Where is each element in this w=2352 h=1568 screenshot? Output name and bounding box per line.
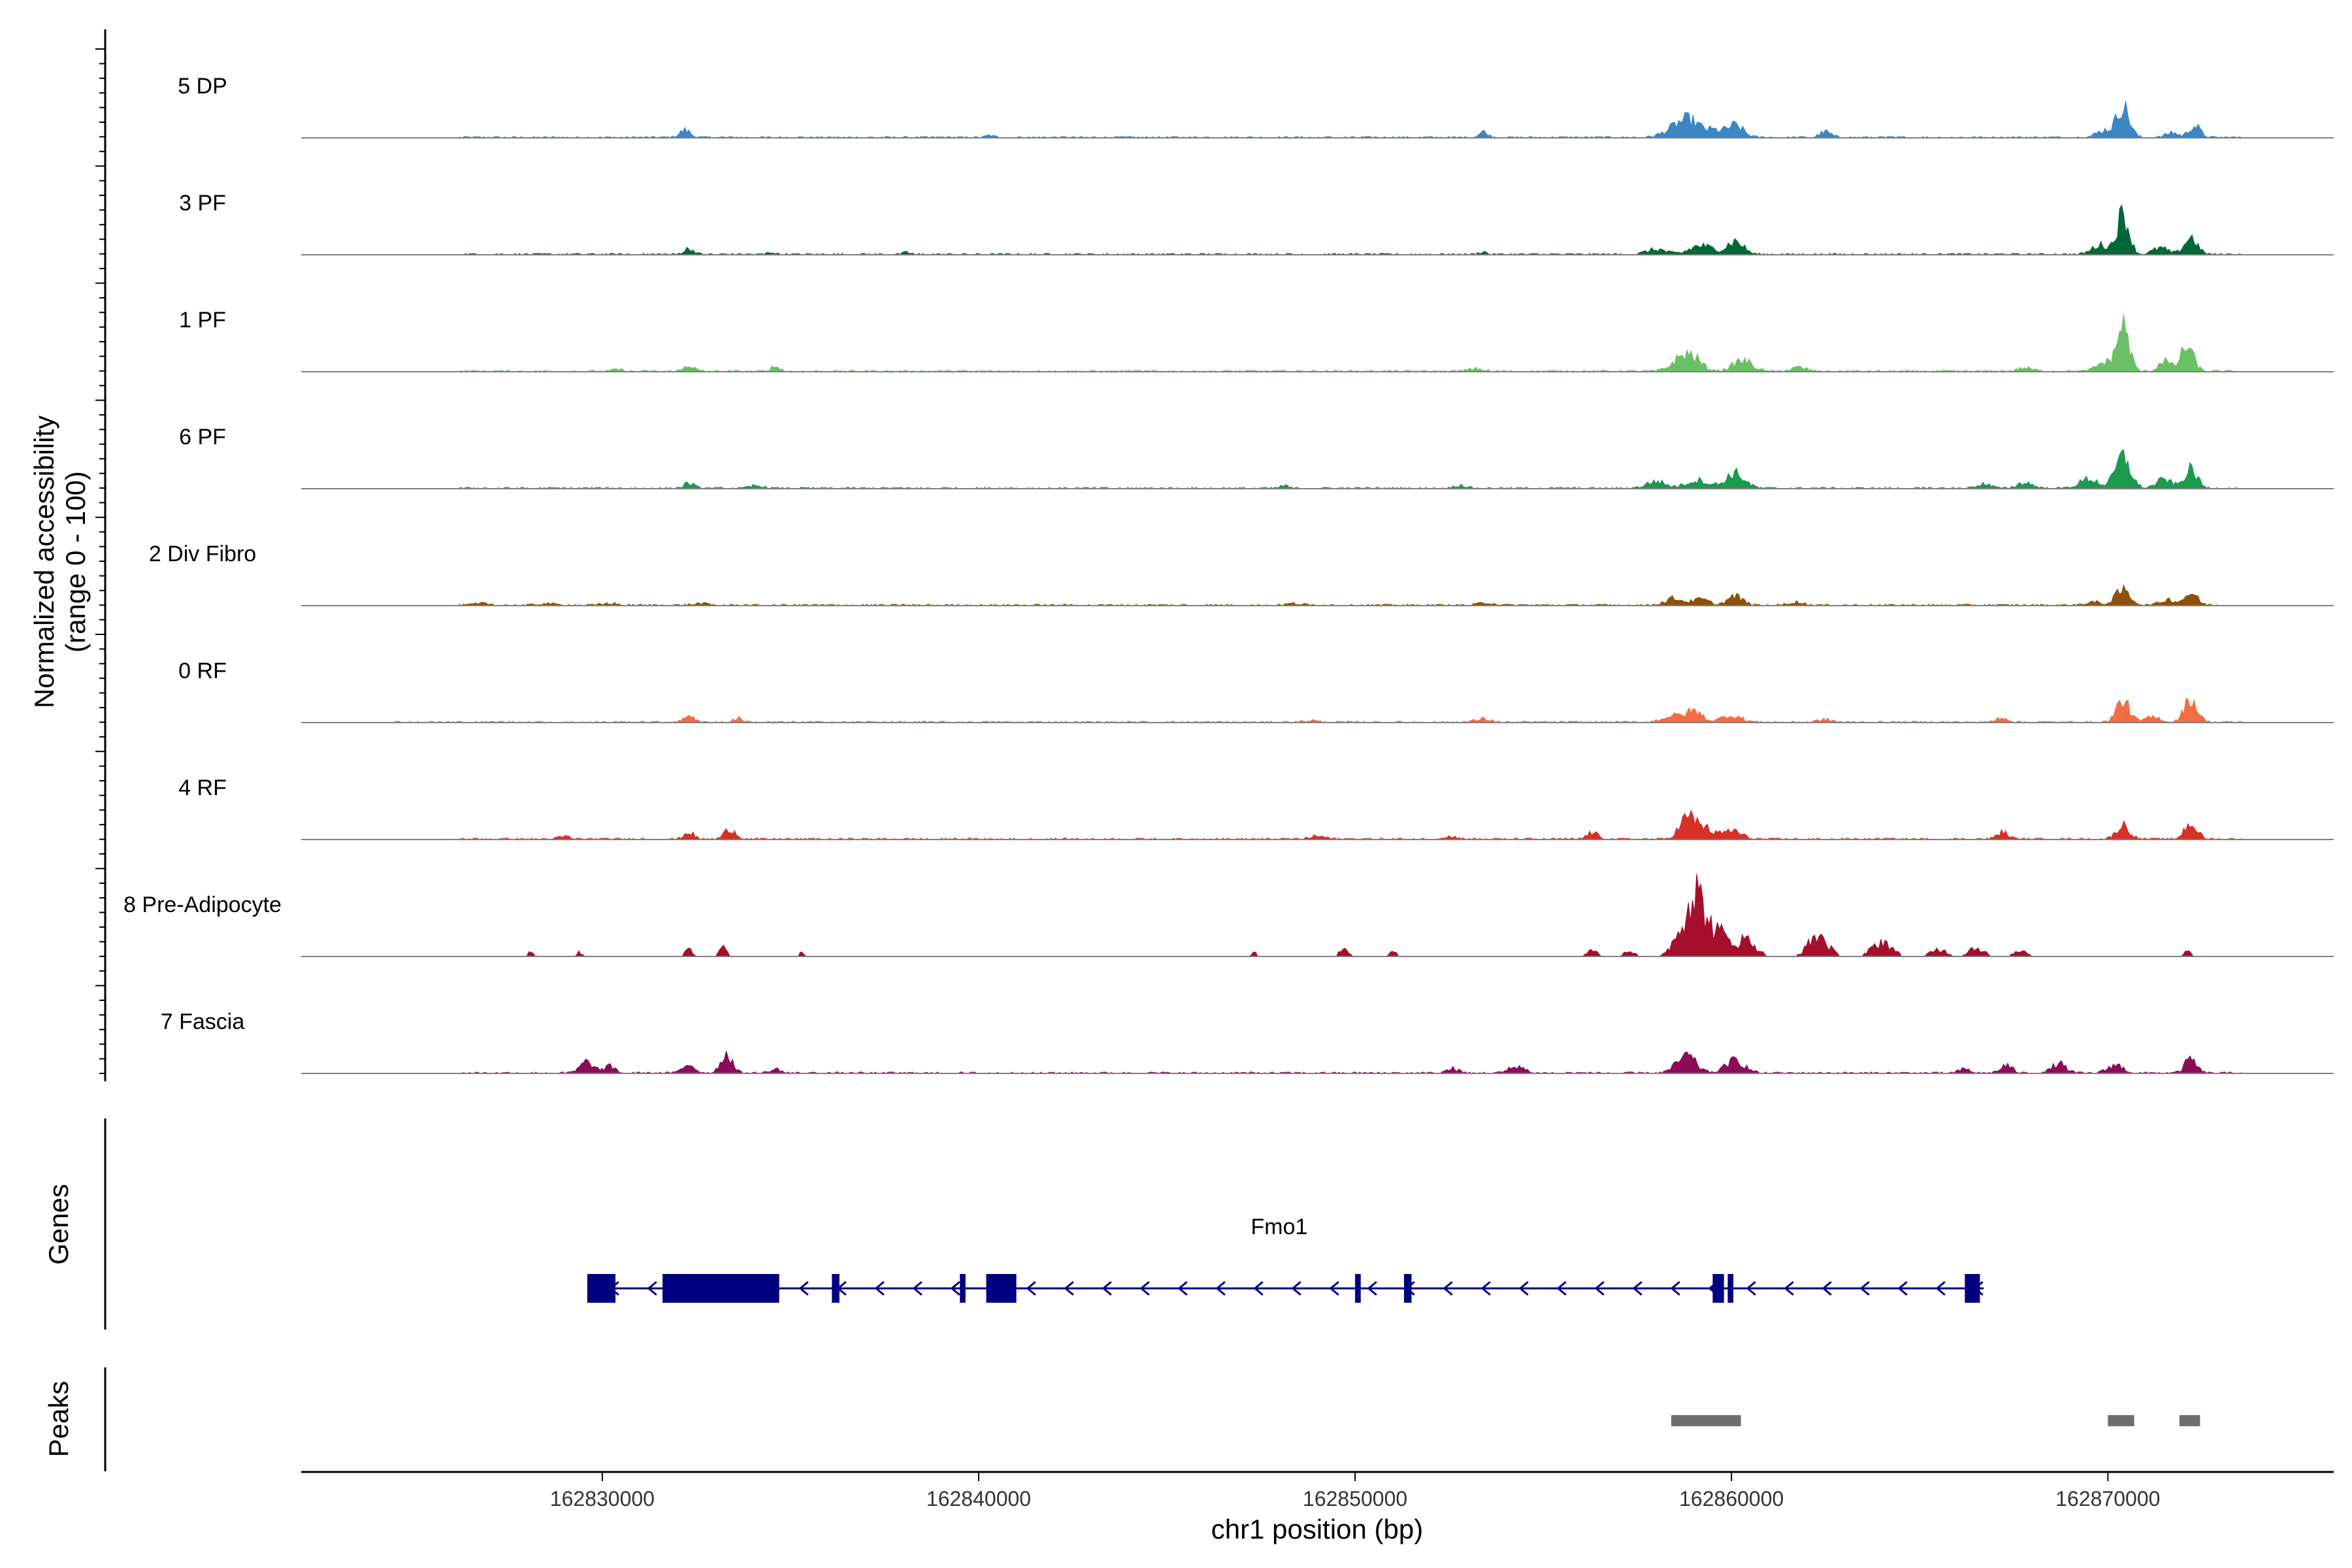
gene-exon xyxy=(1404,1274,1412,1303)
x-tick-label: 162850000 xyxy=(1303,1487,1407,1511)
track-2-div-fibro: 2 Div Fibro xyxy=(149,542,2334,606)
strand-arrow xyxy=(1821,1281,1832,1296)
genes-axis-title: Genes xyxy=(43,1184,74,1265)
strand-arrow xyxy=(1518,1281,1529,1296)
track-label-5-dp: 5 DP xyxy=(178,74,227,99)
y-axis-title-line1: Normalized accessibility xyxy=(29,416,59,708)
gene-track xyxy=(587,1274,1984,1303)
peaks-axis-title: Peaks xyxy=(43,1381,74,1458)
gene-exon xyxy=(986,1274,1017,1303)
track-label-1-pf: 1 PF xyxy=(179,308,226,333)
coverage-area-5-dp xyxy=(459,101,2244,139)
peak-region xyxy=(2179,1415,2200,1426)
strand-arrow xyxy=(1064,1281,1074,1296)
strand-arrow xyxy=(1177,1281,1188,1296)
gene-exon xyxy=(1355,1274,1361,1303)
peak-track xyxy=(1671,1415,2200,1426)
coverage-tracks: 5 DP 3 PF 1 PF 6 PF 2 Div Fibro 0 RF 4 RF 8 Pre… xyxy=(123,74,2334,1074)
track-8-pre-adipocyte: 8 Pre-Adipocyte xyxy=(123,874,2334,957)
strand-arrow xyxy=(1026,1281,1036,1296)
strand-arrow xyxy=(798,1281,809,1296)
x-tick-label: 162870000 xyxy=(2055,1487,2160,1511)
track-label-8-pre-adipocyte: 8 Pre-Adipocyte xyxy=(123,892,282,917)
coverage-area-2-div-fibro xyxy=(459,583,2244,606)
gene-exon xyxy=(1712,1274,1724,1303)
track-3-pf: 3 PF xyxy=(179,191,2334,255)
x-tick-label: 162840000 xyxy=(926,1487,1031,1511)
track-5-dp: 5 DP xyxy=(178,74,2334,139)
track-0-rf: 0 RF xyxy=(178,659,2334,723)
strand-arrow xyxy=(1139,1281,1150,1296)
strand-arrow xyxy=(1632,1281,1642,1296)
gene-exon xyxy=(587,1274,616,1303)
x-axis-ticks: 162830000 162840000 162850000 162860000 1628… xyxy=(550,1472,2160,1511)
peak-region xyxy=(2108,1415,2134,1426)
strand-arrow xyxy=(1367,1281,1377,1296)
strand-arrow xyxy=(1935,1281,1946,1296)
gene-name-label: Fmo1 xyxy=(1251,1215,1308,1239)
coverage-area-8-pre-adipocyte xyxy=(527,874,2195,957)
coverage-area-1-pf xyxy=(458,314,2244,372)
gene-exon xyxy=(1727,1274,1734,1303)
gene-exon xyxy=(832,1274,840,1303)
track-label-6-pf: 6 PF xyxy=(179,425,226,449)
track-label-2-div-fibro: 2 Div Fibro xyxy=(149,542,256,566)
coverage-area-0-rf xyxy=(395,697,2245,723)
strand-arrow xyxy=(1859,1281,1870,1296)
strand-arrow xyxy=(1594,1281,1605,1296)
peak-region xyxy=(1671,1415,1741,1426)
gene-exon xyxy=(960,1274,966,1303)
strand-arrow xyxy=(912,1281,923,1296)
strand-arrow xyxy=(1556,1281,1567,1296)
track-label-0-rf: 0 RF xyxy=(178,659,227,683)
strand-arrow xyxy=(874,1281,885,1296)
strand-arrow xyxy=(1102,1281,1112,1296)
strand-arrow xyxy=(1746,1281,1756,1296)
strand-arrow xyxy=(1215,1281,1226,1296)
track-4-rf: 4 RF xyxy=(178,776,2334,840)
coverage-area-4-rf xyxy=(459,809,2244,840)
y-axis-title-line2: (range 0 - 100) xyxy=(60,471,91,653)
strand-arrow xyxy=(1784,1281,1794,1296)
y-axis-ticks xyxy=(95,48,105,1074)
track-6-pf: 6 PF xyxy=(179,425,2334,489)
track-1-pf: 1 PF xyxy=(179,308,2334,372)
strand-arrow xyxy=(1291,1281,1301,1296)
strand-arrow xyxy=(1443,1281,1453,1296)
track-label-4-rf: 4 RF xyxy=(178,776,227,800)
x-axis-title: chr1 position (bp) xyxy=(1211,1514,1424,1544)
strand-arrow xyxy=(950,1281,960,1296)
x-tick-label: 162860000 xyxy=(1679,1487,1784,1511)
coverage-area-7-fascia xyxy=(459,1051,2244,1074)
track-label-3-pf: 3 PF xyxy=(179,191,226,216)
x-tick-label: 162830000 xyxy=(550,1487,655,1511)
coverage-area-6-pf xyxy=(459,449,2244,489)
gene-exon xyxy=(662,1274,779,1303)
track-7-fascia: 7 Fascia xyxy=(161,1009,2334,1074)
track-label-7-fascia: 7 Fascia xyxy=(161,1009,245,1034)
strand-arrow xyxy=(1897,1281,1908,1296)
strand-arrow xyxy=(647,1281,657,1296)
gene-exon xyxy=(1965,1274,1980,1303)
strand-arrow xyxy=(1670,1281,1680,1296)
strand-arrow xyxy=(1480,1281,1491,1296)
strand-arrow xyxy=(1253,1281,1264,1296)
coverage-area-3-pf xyxy=(459,204,2244,255)
strand-arrow xyxy=(1329,1281,1339,1296)
